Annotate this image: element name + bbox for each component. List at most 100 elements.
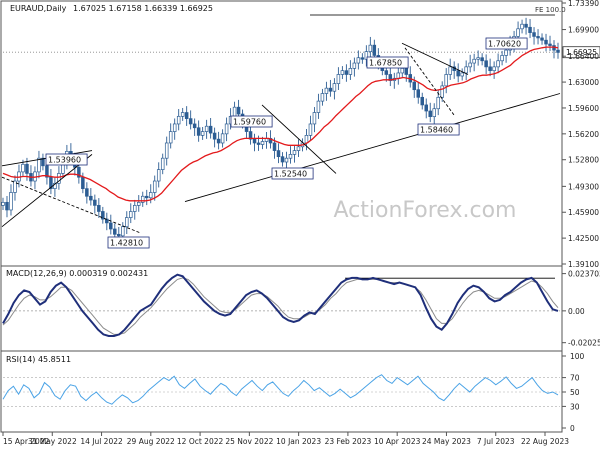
candle-body	[144, 195, 149, 199]
candle-body	[384, 70, 389, 75]
price-tick-label: 1.56200	[568, 130, 599, 139]
rsi-tick-label: 100	[570, 352, 585, 361]
rsi-tick-label: 30	[570, 402, 580, 411]
candle-body	[152, 180, 157, 193]
candle-body	[428, 110, 432, 117]
rsi-title: RSI(14) 45.8511	[6, 355, 71, 364]
ema-line	[2, 46, 559, 202]
candle-body	[368, 44, 373, 52]
swing-label-box	[485, 37, 528, 50]
candle-body	[105, 218, 109, 224]
candle-body	[13, 180, 17, 193]
macd-panel-frame	[0, 265, 563, 352]
time-tick-label: 14 Jul 2022	[80, 437, 123, 446]
candle-body	[504, 49, 508, 56]
candle-body	[372, 44, 377, 56]
candle-body	[49, 176, 53, 189]
candle-body	[101, 211, 105, 220]
candle-body	[548, 43, 552, 46]
time-tick-label: 23 Feb 2023	[325, 437, 372, 446]
candle-body	[460, 72, 464, 77]
time-tick-label: 29 Aug 2022	[127, 437, 175, 446]
candle-body	[268, 138, 273, 144]
candle-body	[388, 74, 393, 81]
candle-body	[81, 176, 85, 189]
swing-label-box	[45, 153, 88, 166]
rsi-line	[2, 374, 559, 405]
candle-body	[208, 125, 213, 134]
candle-body	[556, 49, 560, 53]
candle-body	[53, 182, 57, 189]
rsi-marks	[2, 374, 560, 407]
candle-body	[332, 83, 337, 92]
candle-body	[480, 57, 484, 62]
candle-body	[148, 192, 153, 199]
candle-body	[304, 135, 309, 144]
candle-body	[448, 66, 452, 75]
price-tick-label: 1.52800	[568, 156, 599, 165]
candle-body	[21, 163, 25, 173]
time-tick-label: 22 Aug 2023	[521, 437, 569, 446]
price-tick-label: 1.42500	[568, 234, 599, 243]
candle-body	[184, 112, 189, 119]
candle-body	[356, 57, 361, 64]
candle-body	[276, 150, 281, 158]
candle-body	[129, 211, 133, 218]
candle-body	[232, 106, 237, 117]
swing-label: 1.70620	[488, 40, 521, 49]
candle-body	[125, 217, 129, 228]
macd-tick-label: -0.020253	[568, 339, 600, 348]
candle-body	[492, 66, 496, 72]
header-ohlc: 1.67025 1.67158 1.66339 1.66925	[73, 4, 213, 13]
candle-body	[212, 132, 217, 140]
candle-body	[117, 233, 121, 237]
candle-body	[416, 89, 421, 98]
candle-body	[180, 112, 185, 117]
candle-body	[85, 188, 89, 197]
candle-body	[540, 37, 544, 41]
candle-body	[160, 157, 165, 170]
candle-body	[236, 106, 241, 115]
candle-body	[320, 93, 325, 102]
candle-body	[137, 201, 141, 206]
candle-body	[496, 60, 500, 68]
time-tick-label: 25 Nov 2022	[225, 437, 273, 446]
candle-body	[196, 127, 201, 136]
candle-body	[45, 165, 49, 178]
candle-body	[404, 68, 409, 75]
header-symbol: EURAUD,Daily	[10, 4, 67, 13]
candle-body	[1, 201, 5, 206]
candle-body	[412, 81, 417, 91]
candle-body	[89, 195, 93, 201]
candle-body	[216, 138, 221, 144]
time-tick-label: 10 Apr 2023	[374, 437, 421, 446]
watermark: ActionForex.com	[334, 198, 517, 223]
price-tick-label: 1.66400	[568, 52, 599, 61]
candle-body	[156, 169, 161, 182]
macd-tick-label: 0.00	[568, 307, 585, 316]
swing-label-box	[271, 167, 314, 180]
price-panel-frame	[0, 0, 563, 267]
fe-label: FE 100.0	[535, 6, 566, 14]
time-tick-label: 10 Jan 2023	[276, 437, 321, 446]
macd-axis: 0.023703 0.00 -0.020253	[562, 270, 600, 348]
candle-body	[360, 57, 365, 60]
candle-body	[41, 157, 45, 167]
swing-label-box	[107, 236, 150, 249]
candle-body	[204, 125, 209, 132]
candle-body	[476, 57, 480, 60]
candle-body	[528, 26, 532, 33]
candle-body	[400, 68, 405, 74]
candle-body	[248, 131, 253, 140]
price-tick-label: 1.63000	[568, 78, 599, 87]
candle-body	[5, 201, 9, 211]
candle-body	[316, 100, 321, 113]
candle-body	[324, 87, 329, 94]
falling-channel-mid	[261, 104, 337, 174]
candle-body	[93, 199, 97, 206]
candle-body	[109, 222, 113, 230]
candle-body	[288, 154, 293, 159]
candle-body	[436, 96, 440, 110]
candle-body	[292, 150, 297, 155]
